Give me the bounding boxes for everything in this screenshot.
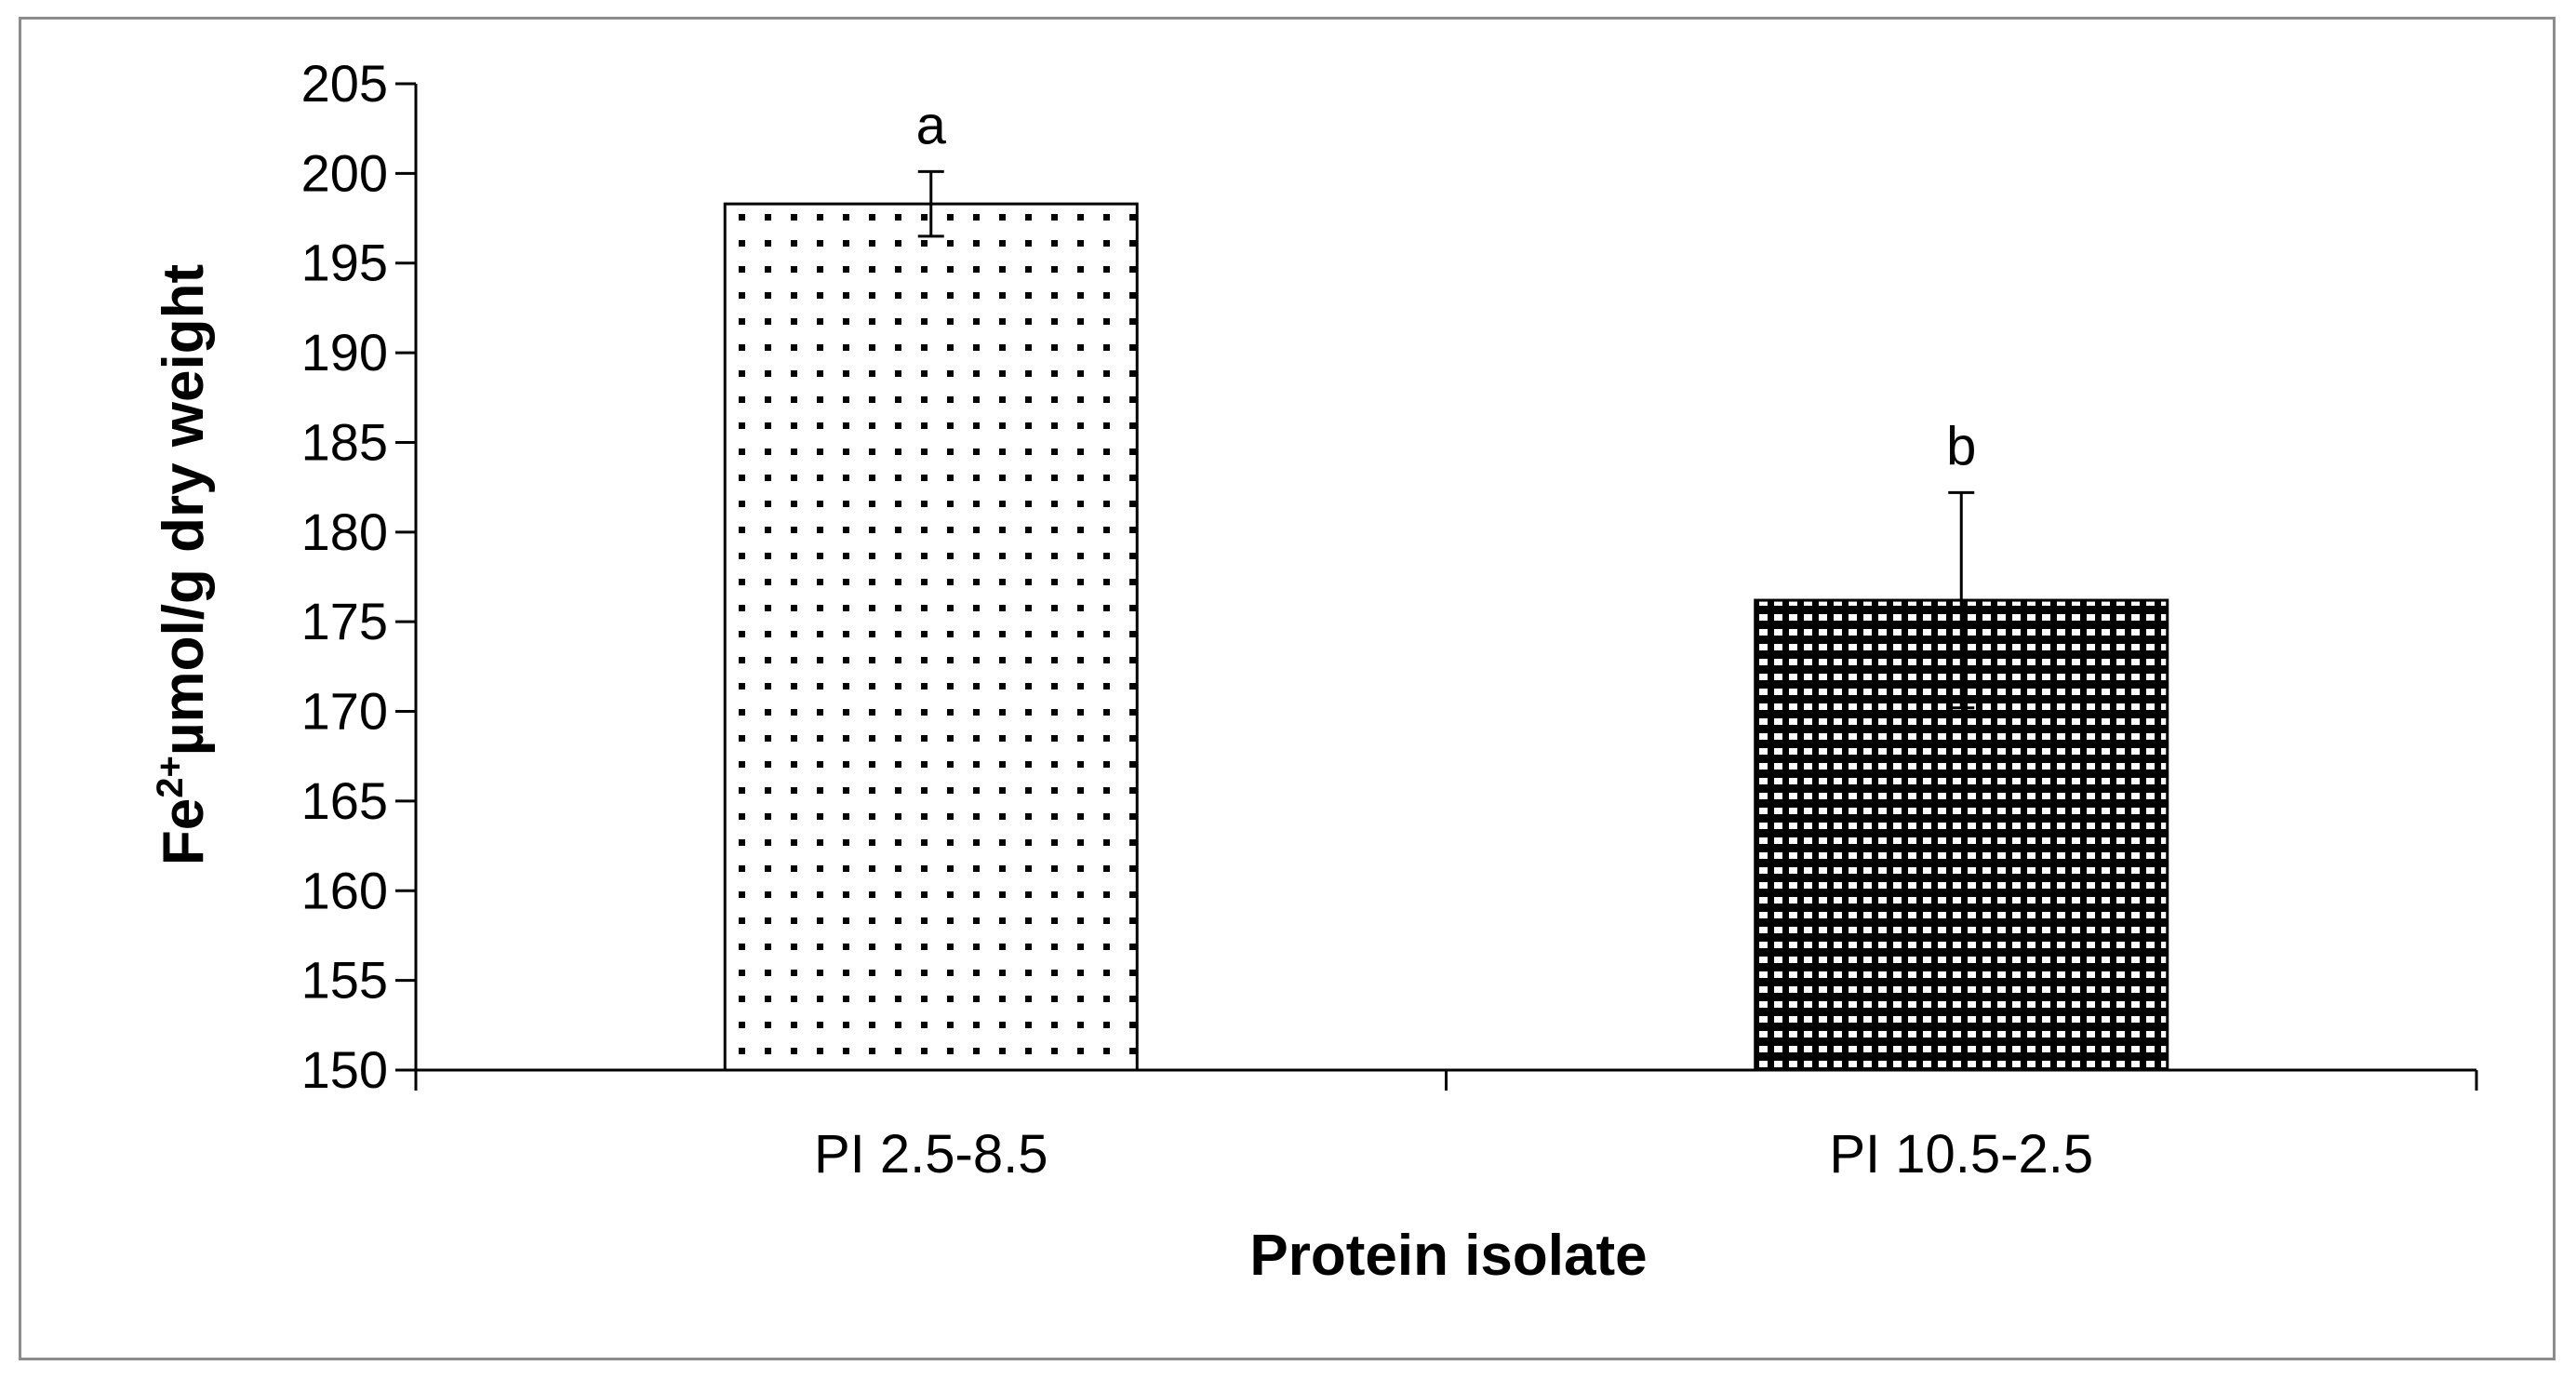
y-axis-title-suffix: µmol/g dry weight <box>152 264 216 756</box>
y-axis-title: Fe2+µmol/g dry weight <box>150 264 216 865</box>
y-tick-label: 195 <box>301 234 388 292</box>
significance-label-1: a <box>916 95 947 155</box>
y-tick-label: 175 <box>301 592 388 650</box>
x-tick-label: PI 2.5-8.5 <box>814 1124 1048 1185</box>
x-tick-label: PI 10.5-2.5 <box>1829 1124 2093 1185</box>
bar-1 <box>723 202 1139 1072</box>
y-axis-title-prefix: Fe <box>152 798 216 865</box>
y-tick-label: 160 <box>301 861 388 919</box>
x-axis-title: Protein isolate <box>1249 1224 1647 1288</box>
y-tick-label: 155 <box>301 951 388 1010</box>
y-axis: 150 155 160 165 170 175 180 185 190 195 200 205 <box>301 54 418 1099</box>
y-tick-label: 170 <box>301 682 388 741</box>
error-bars <box>917 169 1975 710</box>
x-axis <box>414 1068 2478 1091</box>
y-tick-label: 200 <box>301 143 388 202</box>
significance-label-2: b <box>1946 416 1976 476</box>
y-tick-label: 190 <box>301 323 388 382</box>
bars <box>723 202 2169 1072</box>
y-tick-label: 150 <box>301 1040 388 1099</box>
y-tick-label: 180 <box>301 502 388 561</box>
y-tick-label: 185 <box>301 412 388 471</box>
y-tick-label: 205 <box>301 54 388 113</box>
labels: a PI 2.5-8.5 b PI 10.5-2.5 <box>814 95 2093 1185</box>
y-axis-title-superscript: 2+ <box>150 756 191 798</box>
y-tick-label: 165 <box>301 771 388 830</box>
